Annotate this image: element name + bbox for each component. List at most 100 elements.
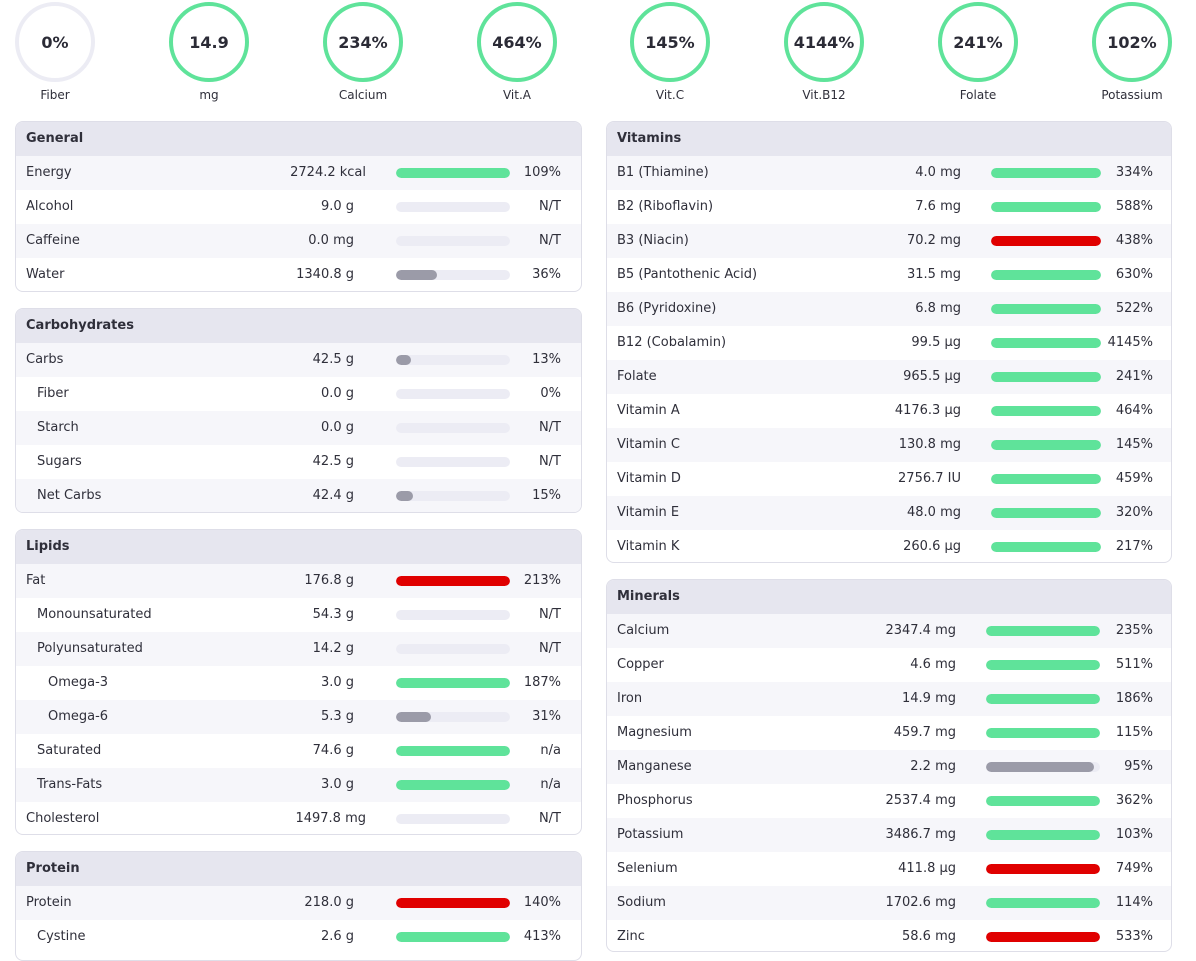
progress-bar [986, 728, 1100, 738]
progress-bar [991, 304, 1101, 314]
nutrient-percent: N/T [538, 420, 561, 435]
nutrient-percent: 145% [1115, 437, 1153, 452]
nutrient-percent: 13% [532, 352, 561, 367]
nutrient-percent: 533% [1115, 929, 1153, 944]
progress-fill [396, 780, 510, 790]
nutrient-amount: 0.0 mg [308, 233, 354, 248]
nutrient-percent: N/T [538, 607, 561, 622]
nutrient-amount: 411.8 µg [898, 861, 956, 876]
nutrient-amount: 4176.3 µg [894, 403, 961, 418]
nutrient-row: Cholesterol 1497.8 mg N/T [16, 802, 581, 834]
progress-fill [991, 202, 1101, 212]
nutrient-amount: 3.0 g [320, 675, 354, 690]
nutrient-row: Vitamin K 260.6 µg 217% [607, 530, 1171, 562]
nutrient-percent: 15% [532, 488, 561, 503]
progress-bar [396, 423, 510, 433]
nutrient-name: Fiber [37, 386, 69, 401]
nutrient-row: Copper 4.6 mg 511% [607, 648, 1171, 682]
summary-ring-value: 234% [323, 2, 403, 82]
progress-fill [396, 168, 510, 178]
progress-fill [986, 830, 1100, 840]
nutrient-amount: 48.0 mg [907, 505, 961, 520]
nutrient-amount: 965.5 µg [903, 369, 961, 384]
progress-fill [986, 898, 1100, 908]
summary-ring-label: mg [199, 88, 219, 102]
nutrient-name: B6 (Pyridoxine) [617, 301, 717, 316]
nutrient-name: Vitamin C [617, 437, 681, 452]
progress-bar [991, 338, 1101, 348]
progress-bar [396, 389, 510, 399]
nutrient-name: Manganese [617, 759, 692, 774]
progress-bar [986, 898, 1100, 908]
nutrient-row: Carbs 42.5 g 13% [16, 343, 581, 377]
nutrient-name: Vitamin A [617, 403, 680, 418]
summary-ring-value: 464% [477, 2, 557, 82]
nutrient-percent: 140% [523, 895, 561, 910]
progress-fill [986, 626, 1100, 636]
nutrient-row: Phosphorus 2537.4 mg 362% [607, 784, 1171, 818]
progress-bar [986, 830, 1100, 840]
nutrient-amount: 42.5 g [312, 352, 354, 367]
nutrient-name: Vitamin E [617, 505, 680, 520]
nutrient-name: Iron [617, 691, 643, 706]
protein-panel: Protein Protein 218.0 g 140% Cystine 2.6 g 41… [15, 851, 582, 961]
nutrient-amount: 99.5 µg [911, 335, 961, 350]
nutrient-percent: 95% [1124, 759, 1153, 774]
progress-bar [986, 932, 1100, 942]
progress-bar [991, 270, 1101, 280]
nutrient-percent: 0% [540, 386, 561, 401]
nutrient-amount: 3.0 g [320, 777, 354, 792]
nutrient-name: Fat [26, 573, 46, 588]
nutrient-amount: 7.6 mg [915, 199, 961, 214]
protein-rows: Protein 218.0 g 140% Cystine 2.6 g 413% [16, 886, 581, 954]
nutrient-amount: 0.0 g [320, 386, 354, 401]
nutrient-name: Protein [26, 895, 72, 910]
summary-ring-value: 241% [938, 2, 1018, 82]
progress-bar [991, 202, 1101, 212]
carbohydrates-rows: Carbs 42.5 g 13% Fiber 0.0 g 0% Starch 0.0 g N/T… [16, 343, 581, 512]
nutrient-name: Omega-3 [48, 675, 109, 690]
nutrient-name: Energy [26, 165, 72, 180]
summary-ring-label: Folate [959, 88, 997, 102]
nutrient-amount: 70.2 mg [907, 233, 961, 248]
progress-fill [986, 660, 1100, 670]
summary-ring-value: 102% [1092, 2, 1172, 82]
nutrient-percent: N/T [538, 454, 561, 469]
nutrient-amount: 260.6 µg [903, 539, 961, 554]
progress-fill [991, 542, 1101, 552]
nutrient-row: Vitamin E 48.0 mg 320% [607, 496, 1171, 530]
summary-ring-label: Potassium [1101, 88, 1163, 102]
nutrient-percent: n/a [540, 743, 561, 758]
progress-bar [986, 694, 1100, 704]
nutrient-amount: 4.0 mg [915, 165, 961, 180]
minerals-panel: Minerals Calcium 2347.4 mg 235% Copper 4.6 m… [606, 579, 1172, 952]
summary-ring-label: Vit.B12 [802, 88, 846, 102]
nutrient-name: Selenium [617, 861, 678, 876]
summary-ring-label: Calcium [338, 88, 388, 102]
nutrient-name: Sugars [37, 454, 82, 469]
nutrient-amount: 58.6 mg [902, 929, 956, 944]
progress-bar [396, 780, 510, 790]
nutrient-name: Polyunsaturated [37, 641, 143, 656]
progress-bar [396, 898, 510, 908]
progress-fill [396, 270, 438, 280]
summary-ring-value: 4144% [784, 2, 864, 82]
progress-fill [396, 712, 432, 722]
general-rows: Energy 2724.2 kcal 109% Alcohol 9.0 g N/T Caff… [16, 156, 581, 291]
nutrient-row: Potassium 3486.7 mg 103% [607, 818, 1171, 852]
nutrient-percent: n/a [540, 777, 561, 792]
nutrient-row: B1 (Thiamine) 4.0 mg 334% [607, 156, 1171, 190]
summary-ring-vit-b12: 4144% Vit.B12 [784, 2, 864, 102]
progress-fill [986, 728, 1100, 738]
nutrient-row: Zinc 58.6 mg 533% [607, 920, 1171, 951]
nutrient-amount: 2.6 g [320, 929, 354, 944]
summary-ring-vit-c: 145% Vit.C [630, 2, 710, 102]
nutrient-name: Cholesterol [26, 811, 100, 826]
nutrient-row: Vitamin C 130.8 mg 145% [607, 428, 1171, 462]
nutrient-amount: 42.4 g [312, 488, 354, 503]
nutrient-percent: 114% [1115, 895, 1153, 910]
progress-fill [991, 474, 1101, 484]
progress-fill [991, 304, 1101, 314]
nutrient-name: Trans-Fats [37, 777, 103, 792]
nutrient-percent: 413% [523, 929, 561, 944]
